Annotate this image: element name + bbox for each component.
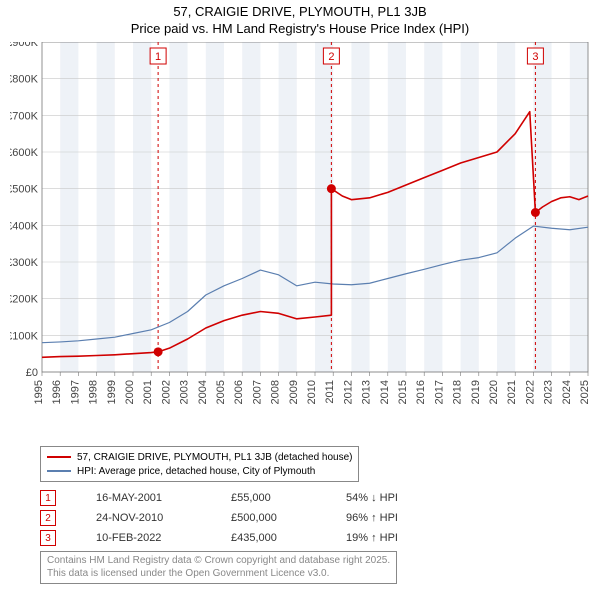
sale-price-3: £435,000 [231,532,346,544]
svg-text:2003: 2003 [179,380,191,404]
svg-text:2007: 2007 [251,380,263,404]
svg-text:2016: 2016 [415,380,427,404]
sale-row-1: 1 16-MAY-2001 £55,000 54% ↓ HPI [40,488,456,508]
svg-text:£300K: £300K [10,257,39,269]
svg-text:2019: 2019 [470,380,482,404]
sale-delta-2: 96% ↑ HPI [346,512,456,524]
svg-text:2000: 2000 [124,380,136,404]
svg-text:3: 3 [532,51,538,63]
svg-text:2013: 2013 [361,380,373,404]
footer-line1: Contains HM Land Registry data © Crown c… [47,555,390,568]
svg-text:1: 1 [155,51,161,63]
svg-text:2001: 2001 [142,380,154,404]
svg-text:£400K: £400K [10,220,39,232]
chart-area: £0 £100K £200K £300K £400K £500K £600K £700K £80… [10,42,590,442]
sale-delta-1: 54% ↓ HPI [346,492,456,504]
sale-marker-1: 1 [40,490,56,506]
svg-text:2012: 2012 [342,380,354,404]
legend-swatch-hpi [47,470,71,472]
legend-label-hpi: HPI: Average price, detached house, City… [77,466,315,477]
svg-text:2005: 2005 [215,380,227,404]
svg-text:£500K: £500K [10,184,39,196]
sale-row-2: 2 24-NOV-2010 £500,000 96% ↑ HPI [40,508,456,528]
svg-text:£600K: £600K [10,147,39,159]
footer-line2: This data is licensed under the Open Gov… [47,568,390,581]
svg-text:£700K: £700K [10,110,39,122]
legend-label-property: 57, CRAIGIE DRIVE, PLYMOUTH, PL1 3JB (de… [77,452,352,463]
sale-marker-3: 3 [40,530,56,546]
svg-text:2020: 2020 [488,380,500,404]
svg-text:2014: 2014 [379,380,391,404]
svg-text:2018: 2018 [452,380,464,404]
title-block: 57, CRAIGIE DRIVE, PLYMOUTH, PL1 3JB Pri… [0,0,600,36]
svg-text:2008: 2008 [270,380,282,404]
svg-text:2011: 2011 [324,380,336,404]
svg-text:£900K: £900K [10,42,39,49]
legend-item-property: 57, CRAIGIE DRIVE, PLYMOUTH, PL1 3JB (de… [47,450,352,464]
svg-text:2024: 2024 [561,380,573,404]
svg-text:£800K: £800K [10,74,39,86]
svg-text:2015: 2015 [397,380,409,404]
title-subtitle: Price paid vs. HM Land Registry's House … [0,21,600,36]
svg-text:2009: 2009 [288,380,300,404]
svg-text:2004: 2004 [197,380,209,404]
chart-container: 57, CRAIGIE DRIVE, PLYMOUTH, PL1 3JB Pri… [0,0,600,590]
sales-table: 1 16-MAY-2001 £55,000 54% ↓ HPI 2 24-NOV… [40,488,456,548]
svg-text:£100K: £100K [10,330,39,342]
title-address: 57, CRAIGIE DRIVE, PLYMOUTH, PL1 3JB [0,4,600,19]
sale-marker-2: 2 [40,510,56,526]
footer-attribution: Contains HM Land Registry data © Crown c… [40,551,397,584]
sale-date-2: 24-NOV-2010 [96,512,231,524]
svg-text:2002: 2002 [160,380,172,404]
svg-text:2021: 2021 [506,380,518,404]
sale-price-2: £500,000 [231,512,346,524]
svg-text:1999: 1999 [106,380,118,404]
sale-row-3: 3 10-FEB-2022 £435,000 19% ↑ HPI [40,528,456,548]
svg-text:£0: £0 [26,367,38,379]
svg-text:2023: 2023 [543,380,555,404]
svg-text:1997: 1997 [69,380,81,404]
legend: 57, CRAIGIE DRIVE, PLYMOUTH, PL1 3JB (de… [40,446,359,482]
legend-swatch-property [47,456,71,458]
chart-svg: £0 £100K £200K £300K £400K £500K £600K £700K £80… [10,42,590,442]
svg-text:1996: 1996 [51,380,63,404]
svg-text:2022: 2022 [524,380,536,404]
svg-text:2017: 2017 [433,380,445,404]
svg-text:1998: 1998 [88,380,100,404]
svg-text:2010: 2010 [306,380,318,404]
sale-date-1: 16-MAY-2001 [96,492,231,504]
sale-delta-3: 19% ↑ HPI [346,532,456,544]
svg-text:2025: 2025 [579,380,590,404]
svg-text:2: 2 [328,51,334,63]
svg-text:£200K: £200K [10,294,39,306]
svg-text:1995: 1995 [33,380,45,404]
sale-date-3: 10-FEB-2022 [96,532,231,544]
svg-text:2006: 2006 [233,380,245,404]
sale-price-1: £55,000 [231,492,346,504]
legend-item-hpi: HPI: Average price, detached house, City… [47,464,352,478]
